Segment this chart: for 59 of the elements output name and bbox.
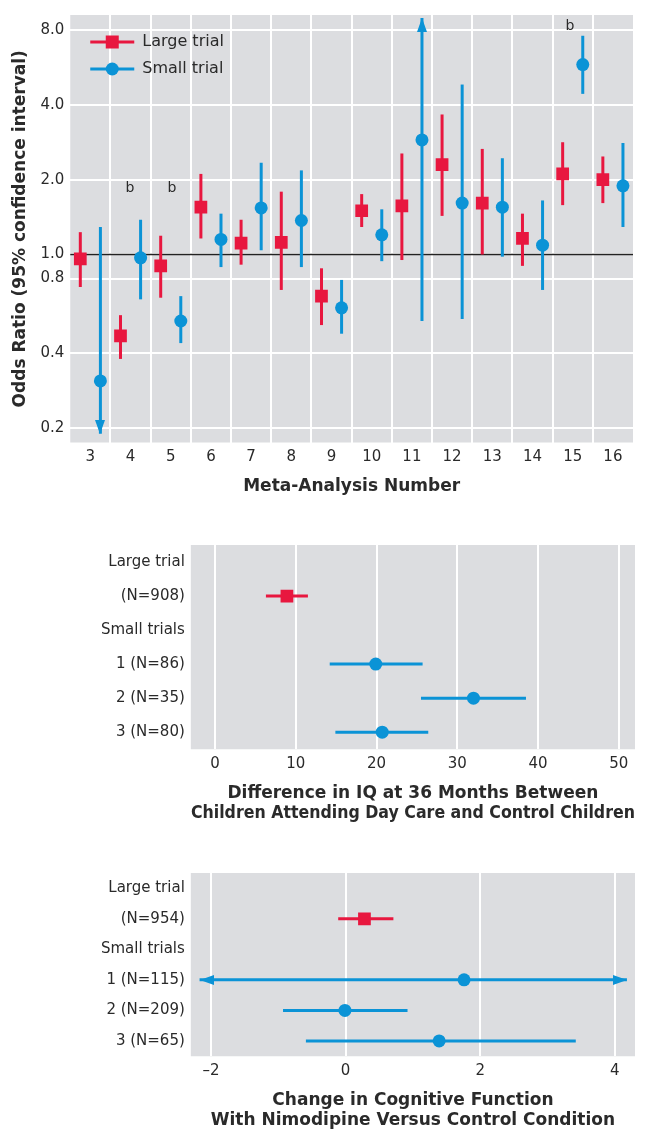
y-tick-label: Small trials: [100, 939, 185, 958]
point: [338, 1003, 352, 1017]
x-axis-title: Difference in IQ at 36 Months Between Children Attending Day Care and Control Children: [190, 781, 635, 823]
y-tick-label: 0.8: [40, 268, 65, 287]
y-tick-label: Large trial: [108, 878, 185, 897]
x-tick-label: 0: [340, 1061, 351, 1080]
x-tick-label: 3: [85, 447, 96, 466]
y-tick-label: 1 (N=115): [106, 969, 185, 988]
x-tick-label: 9: [326, 447, 337, 466]
x-tick-label: 16: [603, 447, 623, 466]
x-tick-label: 15: [563, 447, 583, 466]
y-tick-label: 0.4: [40, 343, 65, 362]
point: [466, 691, 480, 705]
x-tick-label: 30: [447, 754, 467, 773]
x-tick-label: 14: [522, 447, 543, 466]
y-tick-label: 2 (N=209): [106, 1000, 185, 1019]
point: [369, 657, 383, 671]
x-tick-label: 13: [482, 447, 502, 466]
annotation: b: [167, 178, 177, 195]
x-tick-label: 12: [442, 447, 462, 466]
point: [457, 973, 471, 987]
x-axis-title: Change in Cognitive Function With Nimodipine Versus Control Condition: [210, 1088, 616, 1130]
x-tick-label: 6: [206, 447, 216, 466]
x-tick-label: 10: [286, 754, 306, 773]
x-tick-label: 4: [610, 1061, 620, 1080]
x-tick-label: 4: [125, 447, 136, 466]
x-tick-label: 2: [475, 1061, 485, 1080]
x-axis-title: Meta-Analysis Number: [243, 475, 461, 496]
y-tick-label: 1.0: [40, 244, 65, 263]
x-tick-label: 20: [367, 754, 387, 773]
x-tick-label: 5: [165, 447, 176, 466]
y-tick-label: (N=954): [120, 908, 185, 927]
y-tick-label: 3 (N=80): [115, 722, 185, 741]
legend-label: Small trial: [142, 58, 224, 78]
annotation: b: [125, 178, 135, 195]
legend-label: Large trial: [142, 31, 224, 51]
y-tick-label: 4.0: [40, 94, 65, 113]
x-tick-label: 0: [210, 754, 220, 773]
x-tick-label: –2: [202, 1061, 220, 1080]
x-tick-label: 50: [609, 754, 629, 773]
y-tick-label: Small trials: [100, 619, 185, 638]
x-tick-label: 8: [286, 447, 297, 466]
y-tick-label: (N=908): [120, 585, 185, 604]
y-tick-label: 2 (N=35): [115, 688, 185, 707]
x-tick-label: 11: [402, 447, 422, 466]
y-tick-label: 1 (N=86): [115, 654, 185, 673]
point: [375, 725, 389, 739]
y-tick-label: 8.0: [40, 19, 65, 38]
y-tick-label: 0.2: [40, 418, 65, 437]
point: [432, 1034, 446, 1048]
y-tick-label: 3 (N=65): [115, 1030, 185, 1049]
y-tick-label: Large trial: [108, 551, 185, 570]
point: [358, 912, 371, 926]
x-tick-label: 10: [362, 447, 382, 466]
x-tick-label: 7: [246, 447, 256, 466]
y-axis-title: Odds Ratio (95% confidence interval): [8, 50, 29, 408]
x-tick-label: 40: [528, 754, 548, 773]
annotation: b: [565, 16, 575, 33]
y-tick-label: 2.0: [40, 169, 65, 188]
